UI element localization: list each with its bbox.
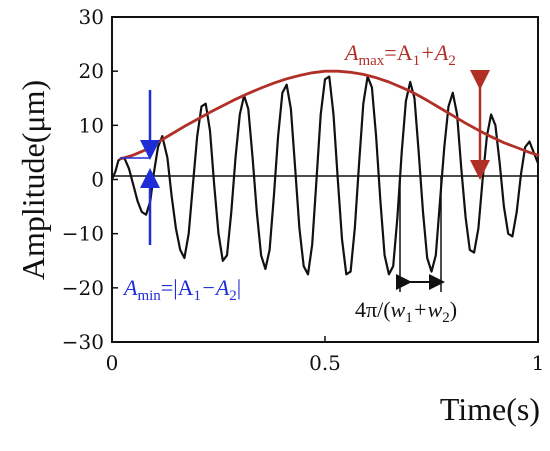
y-tick-label: 30 (79, 5, 104, 29)
x-axis-title: Time(s) (440, 391, 540, 427)
y-tick-label: 0 (91, 168, 104, 192)
x-tick-label: 0 (106, 351, 119, 375)
signal-line (110, 75, 540, 276)
period-annotation: 4π/(w1+w2) (355, 176, 457, 326)
y-tick-label: −20 (62, 276, 104, 300)
series-layer (110, 69, 540, 276)
period-label: 4π/(w1+w2) (355, 297, 457, 326)
amin-label: Amin=|A1−A2| (122, 275, 241, 304)
x-tick-label: 1 (532, 351, 545, 375)
y-axis-ticks: 30 20 10 0 −10 −20 −30 (62, 5, 118, 354)
y-tick-label: 20 (79, 59, 104, 83)
amax-annotation: Amax=A1+A2 (343, 40, 490, 180)
amin-annotation: Amin=|A1−A2| (120, 90, 241, 304)
y-tick-label: −10 (62, 222, 104, 246)
x-tick-label: 0.5 (309, 351, 341, 375)
y-tick-label: 10 (79, 113, 104, 137)
y-tick-label: −30 (62, 330, 104, 354)
y-axis-title: Amplitude(μm) (15, 80, 51, 280)
x-axis-ticks: 0 0.5 1 (106, 336, 545, 375)
amax-label: Amax=A1+A2 (343, 40, 456, 69)
